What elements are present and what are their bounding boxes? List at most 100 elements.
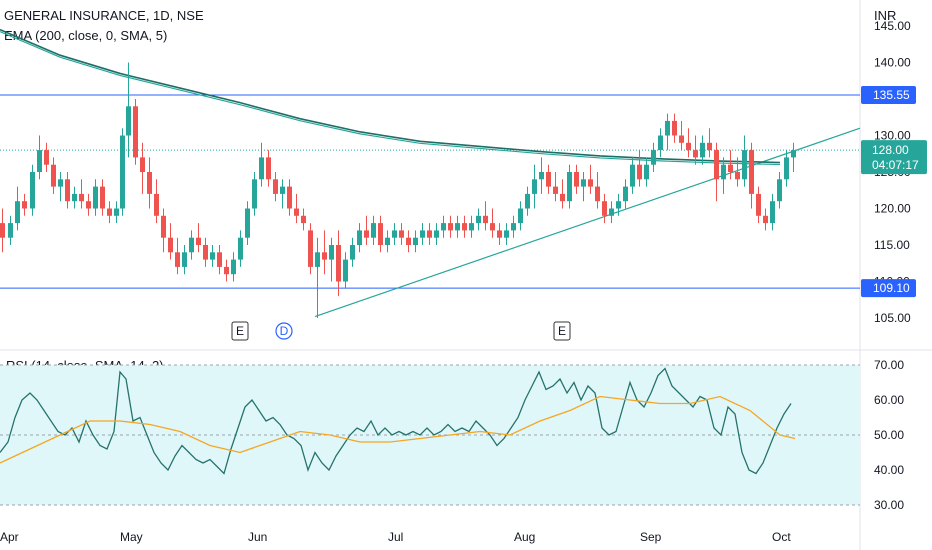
candle (238, 237, 243, 260)
candle (742, 150, 747, 180)
candle (147, 172, 152, 194)
candle (448, 223, 453, 231)
price-tick-label: 105.00 (874, 311, 911, 325)
earnings-event-marker (231, 321, 249, 341)
candle (392, 230, 397, 238)
candle (399, 230, 404, 238)
candle (567, 172, 572, 202)
candle (553, 186, 558, 194)
candle (168, 237, 173, 253)
candle (511, 223, 516, 231)
candle (413, 237, 418, 245)
candle (427, 230, 432, 238)
rsi-tick-label: 30.00 (874, 498, 904, 512)
candle (357, 230, 362, 245)
trendline (314, 127, 861, 318)
hline-badge (861, 279, 916, 298)
candle (749, 150, 754, 194)
candle (609, 208, 614, 216)
candle (469, 223, 474, 231)
candle (245, 208, 250, 238)
candle (154, 193, 159, 216)
countdown-label: 04:07:17 (872, 158, 919, 172)
candle (539, 172, 544, 180)
price-tick-label: 130.00 (874, 129, 911, 143)
candle (93, 186, 98, 209)
x-tick-label: Sep (640, 530, 662, 544)
candle (322, 252, 327, 260)
candle (651, 150, 656, 165)
ema-sma-line (0, 31, 781, 166)
candle (126, 106, 131, 136)
ema-line (0, 28, 781, 164)
candle (217, 252, 222, 267)
candle (189, 237, 194, 253)
candle (595, 186, 600, 202)
candle (588, 179, 593, 187)
candle (756, 193, 761, 216)
candle (770, 201, 775, 224)
candle (72, 193, 77, 202)
candle (182, 252, 187, 267)
candle (581, 179, 586, 187)
candle (371, 223, 376, 238)
candle (483, 215, 488, 224)
x-tick-label: Oct (772, 530, 791, 544)
candle (406, 237, 411, 245)
rsi-line (0, 367, 792, 475)
candle (700, 142, 705, 158)
currency-label: INR (874, 8, 897, 23)
candle (259, 157, 264, 180)
candle (315, 252, 320, 267)
candle (280, 186, 285, 194)
candle (100, 186, 105, 209)
candle (175, 252, 180, 267)
rsi-tick-label: 60.00 (874, 393, 904, 407)
candle (343, 259, 348, 282)
candle (329, 245, 334, 260)
candle (672, 120, 677, 136)
candle (616, 201, 621, 209)
candle (294, 208, 299, 216)
rsi-tick-label: 50.00 (874, 428, 904, 442)
event-label: E (558, 324, 566, 338)
candle (8, 223, 13, 238)
x-tick-label: Jul (388, 530, 403, 544)
dividend-event-marker (275, 322, 293, 340)
event-label: D (280, 324, 289, 338)
candle (518, 208, 523, 224)
candle (693, 150, 698, 158)
hline-badge (861, 85, 916, 104)
candle (287, 186, 292, 209)
candle (336, 245, 341, 282)
candle (161, 215, 166, 238)
chart-title: GENERAL INSURANCE, 1D, NSE (4, 8, 204, 23)
rsi-tick-label: 70.00 (874, 358, 904, 372)
candle (462, 223, 467, 231)
x-tick-label: Apr (0, 530, 19, 544)
candle (273, 179, 278, 194)
candle (644, 164, 649, 180)
candle (777, 179, 782, 202)
candle (364, 230, 369, 238)
candle (378, 223, 383, 245)
candle (385, 237, 390, 245)
candle (65, 179, 70, 202)
candle (476, 215, 481, 224)
last-price-label: 128.00 (872, 143, 909, 157)
rsi-ma-line (0, 395, 796, 464)
candle (86, 201, 91, 209)
price-tick-label: 115.00 (874, 238, 910, 252)
rsi-tick-label: 40.00 (874, 463, 904, 477)
candle (79, 193, 84, 202)
candle (679, 135, 684, 143)
candle (637, 164, 642, 180)
price-tick-label: 145.00 (874, 19, 911, 33)
ema-legend: EMA (200, close, 0, SMA, 5) (4, 28, 168, 43)
x-tick-label: Jun (248, 530, 267, 544)
candle (728, 164, 733, 172)
candle (546, 172, 551, 187)
last-price-badge (861, 140, 927, 175)
candle (532, 179, 537, 194)
